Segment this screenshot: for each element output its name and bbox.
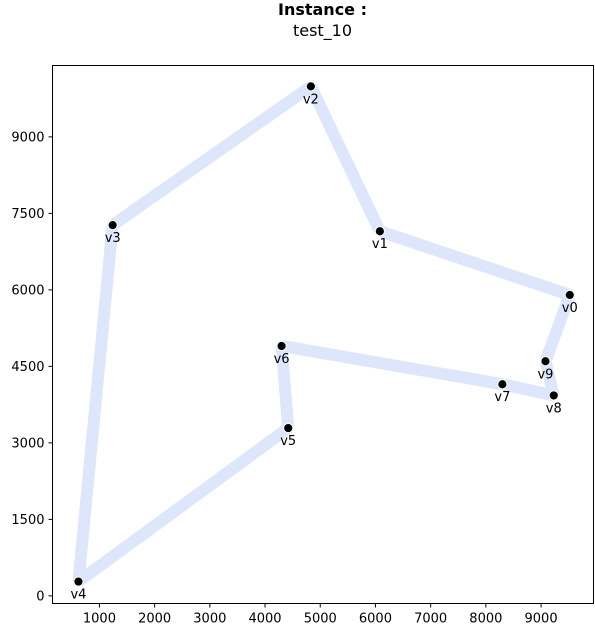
x-tick-label: 2000 xyxy=(138,612,171,627)
y-tick-label: 3000 xyxy=(11,436,44,451)
x-tick-label: 8000 xyxy=(469,612,502,627)
route-segment-v9-v0 xyxy=(539,292,576,364)
point-v8 xyxy=(548,390,559,401)
point-v2 xyxy=(305,81,316,92)
point-label-v6: v6 xyxy=(274,352,290,367)
route-segment-v3-v4 xyxy=(72,224,119,583)
point-v9 xyxy=(540,356,551,367)
route-segment-v2-v3 xyxy=(109,81,315,231)
point-label-v4: v4 xyxy=(70,588,86,603)
chart-title: Instance : xyxy=(277,0,367,19)
point-v6 xyxy=(276,340,287,352)
route-segment-v8-v9 xyxy=(539,359,560,397)
chart-subtitle: test_10 xyxy=(292,21,353,40)
point-label-v9: v9 xyxy=(537,367,553,382)
route-segment-v0-v1 xyxy=(377,225,572,301)
y-tick-label: 9000 xyxy=(11,130,44,145)
x-tick-label: 9000 xyxy=(525,612,558,627)
point-v7 xyxy=(497,379,508,390)
x-tick-label: 3000 xyxy=(193,612,226,627)
y-tick-label: 6000 xyxy=(11,283,44,298)
y-tick-label: 1500 xyxy=(11,513,44,528)
plot-frame xyxy=(52,65,594,604)
x-tick-label: 7000 xyxy=(414,612,447,627)
point-label-v8: v8 xyxy=(546,401,562,416)
x-tick-label: 6000 xyxy=(359,612,392,627)
route-segment-v6-v7 xyxy=(280,340,504,391)
point-label-v5: v5 xyxy=(280,434,296,449)
route-segment-v1-v2 xyxy=(305,83,386,234)
point-v5 xyxy=(283,422,294,434)
x-tick-label: 5000 xyxy=(304,612,337,627)
y-tick-label: 7500 xyxy=(11,207,44,222)
point-label-v1: v1 xyxy=(372,237,388,252)
point-label-v0: v0 xyxy=(562,301,578,316)
x-tick-label: 4000 xyxy=(248,612,281,627)
route-segment-v4-v5 xyxy=(74,423,292,587)
point-label-v2: v2 xyxy=(303,92,319,107)
point-v4 xyxy=(73,576,84,587)
point-label-v3: v3 xyxy=(105,231,121,246)
y-tick-label: 0 xyxy=(36,589,44,604)
route-segment-v5-v6 xyxy=(275,345,295,429)
point-v0 xyxy=(564,289,575,301)
route-segment-v7-v8 xyxy=(501,378,556,402)
y-tick-label: 4500 xyxy=(11,360,44,375)
point-label-v7: v7 xyxy=(494,390,510,405)
point-v3 xyxy=(107,220,118,231)
point-v1 xyxy=(374,226,385,237)
x-tick-label: 1000 xyxy=(83,612,116,627)
